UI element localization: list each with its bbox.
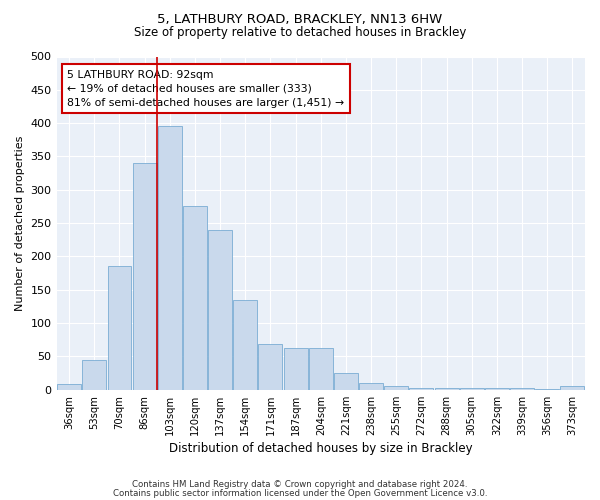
Bar xyxy=(82,360,106,390)
Bar xyxy=(409,388,433,390)
Bar xyxy=(259,344,283,390)
Text: Size of property relative to detached houses in Brackley: Size of property relative to detached ho… xyxy=(134,26,466,39)
Text: Contains public sector information licensed under the Open Government Licence v3: Contains public sector information licen… xyxy=(113,488,487,498)
Bar xyxy=(158,126,182,390)
Bar xyxy=(284,348,308,390)
Text: 5, LATHBURY ROAD, BRACKLEY, NN13 6HW: 5, LATHBURY ROAD, BRACKLEY, NN13 6HW xyxy=(157,12,443,26)
Bar xyxy=(535,389,559,390)
Text: 5 LATHBURY ROAD: 92sqm
← 19% of detached houses are smaller (333)
81% of semi-de: 5 LATHBURY ROAD: 92sqm ← 19% of detached… xyxy=(67,70,344,108)
Bar xyxy=(133,163,157,390)
Bar xyxy=(510,388,534,390)
Bar xyxy=(385,386,408,390)
Bar xyxy=(107,266,131,390)
Bar xyxy=(560,386,584,390)
Bar xyxy=(359,383,383,390)
Bar xyxy=(485,388,509,390)
Text: Contains HM Land Registry data © Crown copyright and database right 2024.: Contains HM Land Registry data © Crown c… xyxy=(132,480,468,489)
Bar xyxy=(208,230,232,390)
Bar xyxy=(334,373,358,390)
Bar xyxy=(183,206,207,390)
Bar xyxy=(233,300,257,390)
Bar xyxy=(57,384,81,390)
Bar xyxy=(309,348,333,390)
Bar xyxy=(434,388,458,390)
Y-axis label: Number of detached properties: Number of detached properties xyxy=(15,136,25,311)
X-axis label: Distribution of detached houses by size in Brackley: Distribution of detached houses by size … xyxy=(169,442,473,455)
Bar xyxy=(460,388,484,390)
